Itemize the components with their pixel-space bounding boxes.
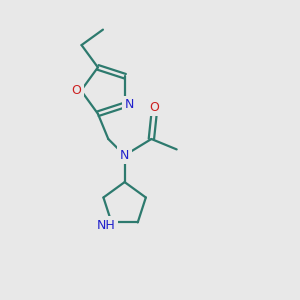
Text: N: N [120,149,129,162]
Text: O: O [72,84,82,97]
Text: NH: NH [97,219,116,232]
Text: N: N [125,98,134,111]
Text: O: O [149,101,159,114]
